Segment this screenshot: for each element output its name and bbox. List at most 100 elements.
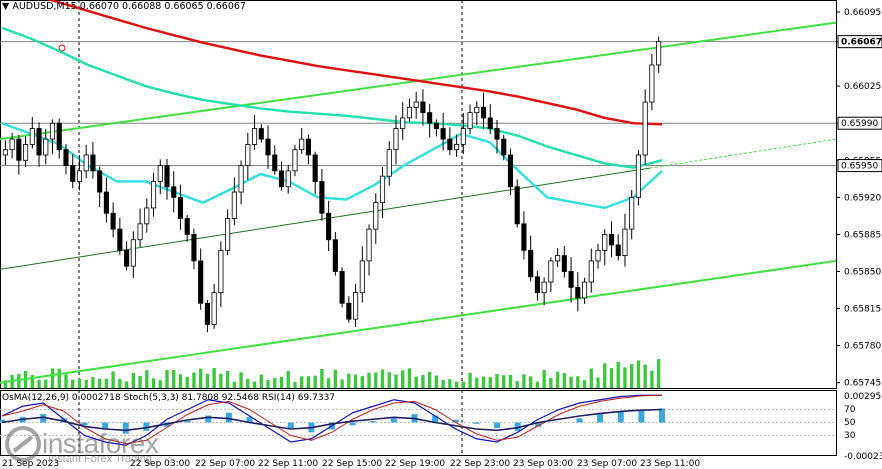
candle-body [615,244,621,257]
candle [326,200,332,252]
candle-body [49,122,56,140]
candle-body [379,175,386,204]
candle [420,89,426,126]
candle-body [312,154,318,182]
candle-body [346,302,352,320]
candle-body [487,117,493,129]
osma-bar [659,408,665,423]
candle-body [23,143,29,161]
time-axis: 21 Sep 2023 22 Sep 03:00 22 Sep 07:00 22 Se… [2,459,700,469]
osma-bar [638,409,645,423]
candle [56,118,62,159]
logo-icon [5,426,41,462]
candle [581,277,588,304]
candle-body [171,186,177,198]
trend-channels [0,21,837,384]
candle-body [366,228,372,262]
x-tick-label: 22 Sep 23:00 [450,459,510,469]
candle [83,144,89,179]
candle [386,141,392,186]
candle [90,141,96,179]
candle [561,246,567,278]
candle [528,235,534,282]
candle [272,145,278,175]
candle-body [204,302,210,325]
candle [265,125,271,169]
osma-label: OsMA(12,26,9) 0.0002718 [2,393,121,403]
candle-body [16,138,22,161]
candle-body [245,143,251,166]
candle [332,231,338,276]
candle-body [602,234,608,251]
candle [514,179,520,228]
menu-arrow-icon[interactable]: ▼ [2,1,10,12]
osc-tick-label: 50 [844,418,856,428]
candle-body [198,260,204,304]
ohlc-values: 0.66070 0.66088 0.66065 0.66067 [79,1,246,12]
price-tag-box [837,159,882,173]
candle-body [555,255,561,262]
candle-body [211,292,217,325]
candle-body [319,181,325,214]
osma-bar [452,419,459,423]
candle-body [9,138,15,151]
candle-body [460,128,466,145]
candle-body [588,260,594,283]
candle-body [413,101,419,108]
candle [575,272,581,312]
osma-bar [535,422,542,427]
candle [103,177,109,223]
osma-bar [576,418,583,423]
candle-body [70,165,76,182]
osma-bar [225,412,232,423]
candle [218,241,224,307]
candle [184,215,190,242]
candle-body [56,122,62,151]
candle-body [124,249,130,267]
candle-body [642,101,648,156]
price-tag-box [837,116,882,130]
x-tick-label: 22 Sep 19:00 [385,459,445,469]
candle [373,193,379,244]
candle-body [420,101,426,114]
candle [63,144,69,175]
candle [319,168,325,221]
candle-body [534,276,540,294]
logo-tagline: Instant Forex Trading [48,453,152,465]
osma-bar [432,415,439,423]
candle-body [191,234,197,262]
x-tick-label: 22 Sep 15:00 [322,459,382,469]
candle [231,177,237,226]
candle [238,160,244,205]
osma-bar [40,414,47,423]
y-tick-label: 0.65920 [844,193,881,203]
candle [76,155,83,191]
candle [117,217,123,256]
candle-body [427,112,433,124]
candle [137,208,143,248]
instaforex-logo: instaforex Instant Forex Trading [4,425,159,465]
osc-tick-label: 30 [844,431,856,441]
candle [507,148,514,196]
x-tick-label: 22 Sep 03:00 [130,459,190,469]
stoch-main-line [1,394,662,446]
price-tag-label: 0.65950 [841,162,878,172]
candle-body [359,260,365,294]
candle-body [541,281,547,294]
candle-body [177,196,184,219]
channel-mid [0,167,651,270]
osma-bar [184,421,191,423]
candle-body [238,165,244,193]
candle [245,132,251,180]
candle-body [454,143,460,151]
candle [353,283,359,328]
channel-lower [0,259,837,384]
candle-body [393,128,399,151]
candle-body [164,165,170,188]
moving-averages [1,0,663,210]
y-tick-label: 0.65780 [844,342,881,352]
candle-body [326,212,332,241]
candle-body [332,239,338,272]
ma-teal-line [1,26,663,169]
